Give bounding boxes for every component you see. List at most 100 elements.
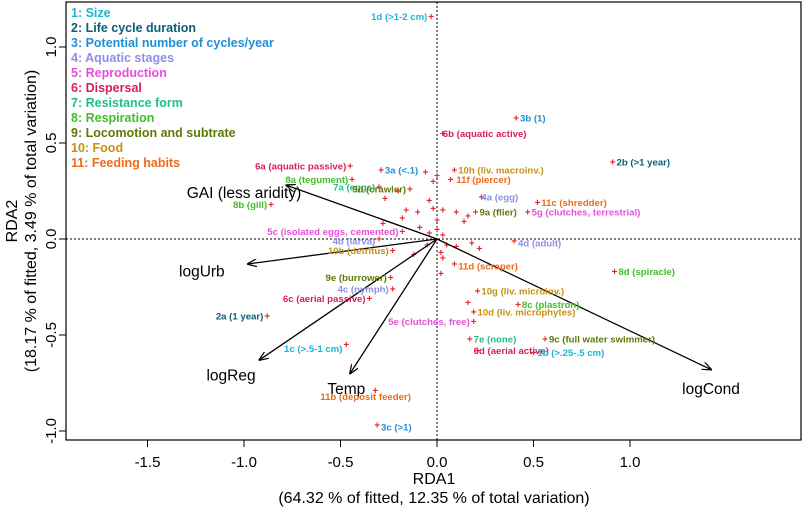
- trait-point: +: [430, 204, 436, 215]
- x-axis: -1.5 -1.0 -0.5 0.0 0.5 1.0: [135, 440, 641, 471]
- x-tick-label: 0.5: [523, 454, 544, 471]
- trait-point: +: [403, 206, 409, 217]
- trait-label: 3a (<.1): [385, 165, 418, 176]
- environment-vectors: GAI (less aridity) logUrb logReg Temp logCon…: [179, 185, 740, 398]
- trait-label: 5g (clutches, terrestrial): [532, 208, 641, 219]
- trait-point: +: [372, 386, 378, 397]
- trait-point: +: [471, 307, 477, 318]
- trait-point: +: [451, 165, 457, 176]
- trait-points: +++++ + ++++ +++++ +++ ++++++ +++++++ +++ ++++++…: [264, 12, 617, 432]
- trait-label: 3b (1): [520, 114, 546, 125]
- legend-entry: 11: Feeding habits: [71, 156, 180, 170]
- plot-frame: [65, 1, 802, 441]
- trait-label: 4d (adult): [518, 238, 561, 249]
- legend-entry: 7: Resistance form: [71, 96, 183, 110]
- y-axis-subtitle: (18.17 % of fitted, 3.49 % of total vari…: [23, 70, 40, 372]
- trait-label: 6c (aerial passive): [283, 294, 366, 305]
- trait-point: +: [428, 12, 434, 23]
- trait-label: 1b (>.25-.5 cm): [537, 348, 604, 359]
- trait-point: +: [515, 300, 521, 311]
- trait-point: +: [426, 196, 432, 207]
- y-tick-label: -0.5: [43, 322, 60, 348]
- legend-entry: 9: Locomotion and subtrate: [71, 126, 236, 140]
- y-axis-title: RDA2: [4, 200, 21, 243]
- trait-point: +: [422, 167, 428, 178]
- y-tick-label: 1.0: [43, 37, 60, 58]
- trait-point: +: [440, 129, 446, 140]
- trait-point: +: [388, 273, 394, 284]
- trait-point: +: [451, 259, 457, 270]
- trait-label: 10h (liv. macroinv.): [458, 165, 543, 176]
- trait-point: +: [434, 215, 440, 226]
- trait-label: 6b (aquatic active): [443, 129, 527, 140]
- x-tick-label: 0.0: [427, 454, 448, 471]
- trait-point: +: [415, 208, 421, 219]
- x-tick-label: -1.0: [231, 454, 257, 471]
- trait-label: 1c (>.5-1 cm): [284, 344, 342, 355]
- trait-point: +: [430, 177, 436, 188]
- trait-point: +: [343, 340, 349, 351]
- trait-point: +: [471, 317, 477, 328]
- trait-point: +: [390, 246, 396, 257]
- trait-point: +: [399, 213, 405, 224]
- trait-point: +: [434, 171, 440, 182]
- trait-point: +: [376, 235, 382, 246]
- vector-arrow: [286, 185, 438, 240]
- trait-label: 9d (crawler): [352, 185, 406, 196]
- trait-label: 9c (full water swimmer): [549, 334, 655, 345]
- vector-arrow: [436, 238, 711, 370]
- trait-point: +: [438, 269, 444, 280]
- y-axis: -1.0 -0.5 0.0 0.5 1.0: [43, 37, 66, 444]
- trait-point: +: [380, 219, 386, 230]
- trait-point: +: [367, 294, 373, 305]
- x-tick-label: 1.0: [620, 454, 641, 471]
- zero-reference-lines: [66, 2, 801, 440]
- trait-label: 2b (>1 year): [616, 158, 670, 169]
- trait-label: 9a (flier): [479, 208, 516, 219]
- trait-label: 10d (liv. microphytes): [478, 307, 576, 318]
- legend-entry: 2: Life cycle duration: [71, 21, 196, 35]
- trait-point: +: [399, 227, 405, 238]
- trait-label: 10g (liv. microinv.): [481, 286, 564, 297]
- trait-labels: 1d (>1-2 cm) 3b (1) 6b (aquatic active) 2b …: [216, 12, 675, 434]
- trait-label: 9e (burrower): [326, 273, 387, 284]
- trait-point: +: [473, 208, 479, 219]
- trait-label: 6a (aquatic passive): [255, 162, 346, 173]
- trait-label: 5c (isolated eggs, cemented): [267, 227, 398, 238]
- trait-label: 8a (tegument): [285, 175, 348, 186]
- trait-point: +: [513, 114, 519, 125]
- trait-label: 10b (detritus): [328, 246, 389, 257]
- x-axis-subtitle: (64.32 % of fitted, 12.35 % of total var…: [278, 490, 589, 507]
- trait-point: +: [444, 240, 450, 251]
- trait-label: 11c (shredder): [541, 198, 607, 209]
- trait-label: 6d (aerial active): [474, 346, 549, 357]
- trait-point: +: [465, 211, 471, 222]
- trait-point: +: [349, 175, 355, 186]
- trait-point: +: [440, 254, 446, 265]
- trait-point: +: [440, 231, 446, 242]
- y-tick-label: -1.0: [43, 418, 60, 444]
- trait-point: +: [465, 298, 471, 309]
- trait-label: 8d (spiracle): [618, 267, 675, 278]
- y-tick-label: 0.5: [43, 133, 60, 154]
- legend-entry: 8: Respiration: [71, 111, 154, 125]
- trait-point: +: [448, 175, 454, 186]
- trait-label: 7a (eggs): [333, 183, 375, 194]
- trait-label: 4b (larva): [333, 236, 376, 247]
- trait-point: +: [374, 421, 380, 432]
- trait-point: +: [475, 346, 481, 357]
- trait-label: 5e (clutches, free): [388, 317, 470, 328]
- x-tick-label: -1.5: [135, 454, 161, 471]
- trait-point: +: [610, 158, 616, 169]
- trait-point: +: [438, 248, 444, 259]
- trait-label: 4a (egg): [481, 192, 518, 203]
- trait-point: +: [407, 185, 413, 196]
- vector-label: logReg: [206, 367, 255, 384]
- trait-point: +: [478, 192, 484, 203]
- legend-entry: 10: Food: [71, 141, 123, 155]
- trait-label: 2a (1 year): [216, 311, 263, 322]
- trait-point: +: [347, 162, 353, 173]
- legend-entry: 1: Size: [71, 6, 111, 20]
- x-axis-title: RDA1: [413, 471, 456, 488]
